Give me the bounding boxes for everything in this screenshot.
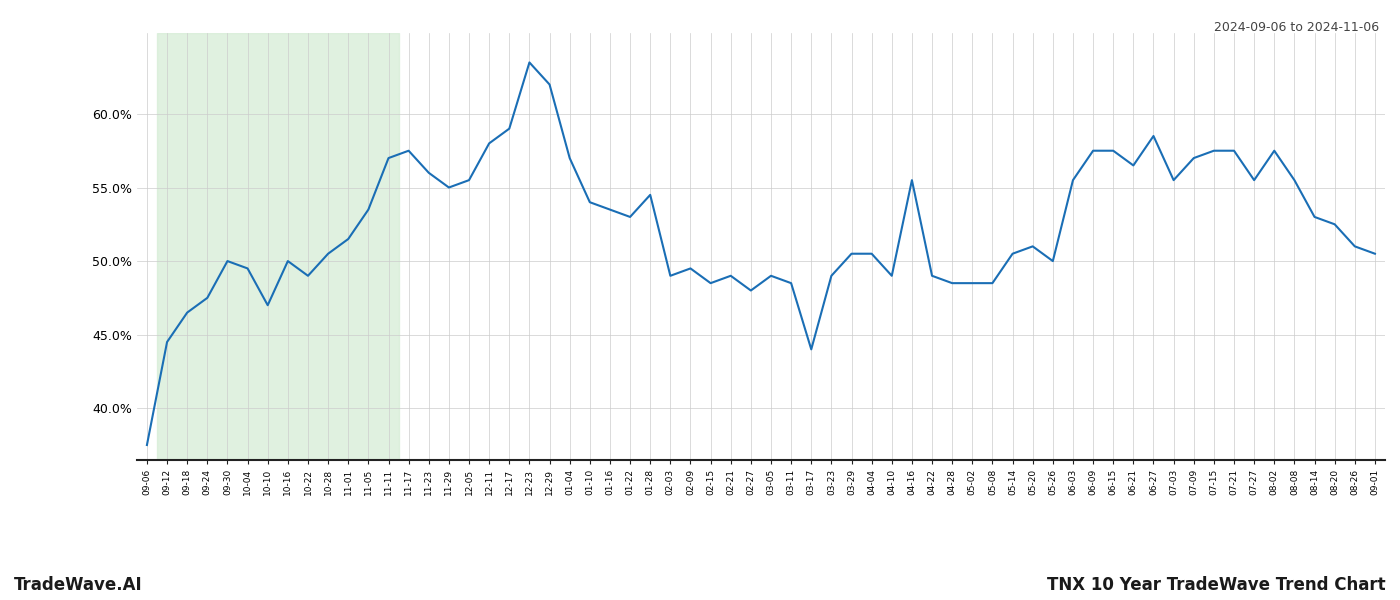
Text: 2024-09-06 to 2024-11-06: 2024-09-06 to 2024-11-06 [1214,21,1379,34]
Text: TradeWave.AI: TradeWave.AI [14,576,143,594]
Bar [157,33,399,460]
Text: TNX 10 Year TradeWave Trend Chart: TNX 10 Year TradeWave Trend Chart [1047,576,1386,594]
